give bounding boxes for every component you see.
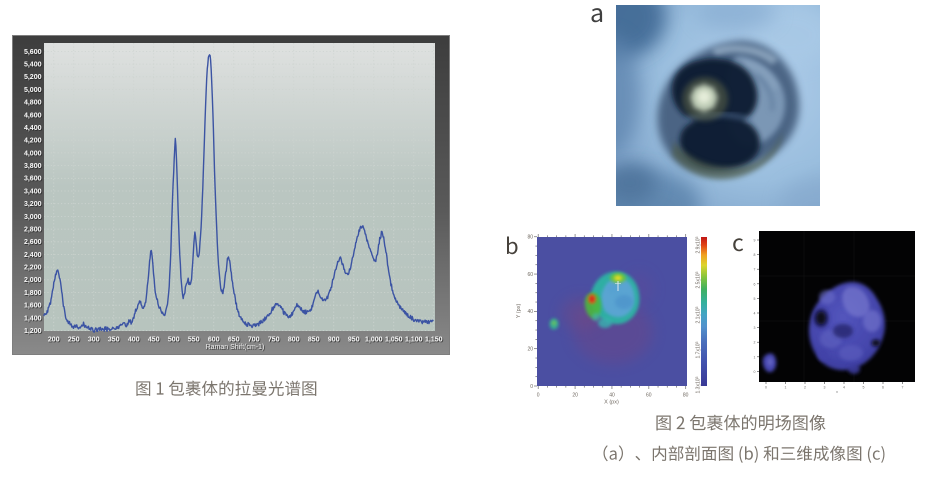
svg-text:300: 300 [88,337,100,344]
svg-text:600: 600 [208,337,220,344]
svg-text:2.9x105: 2.9x105 [695,236,702,253]
svg-text:X (px): X (px) [604,400,619,406]
svg-text:2.1x105: 2.1x105 [695,306,702,323]
svg-text:80: 80 [683,393,689,399]
svg-text:4,400: 4,400 [24,125,42,132]
svg-text:1.3x105: 1.3x105 [695,376,702,393]
svg-text:5,400: 5,400 [24,62,42,69]
svg-text:650: 650 [228,337,240,344]
svg-text:3,600: 3,600 [24,176,42,183]
svg-text:3,200: 3,200 [24,201,42,208]
svg-text:3: 3 [754,326,756,330]
svg-text:1,150: 1,150 [425,337,443,344]
svg-text:2,200: 2,200 [24,265,42,272]
svg-text:2,000: 2,000 [24,277,42,284]
svg-text:8: 8 [754,253,756,257]
svg-text:7: 7 [902,386,904,390]
svg-text:750: 750 [268,337,280,344]
svg-text:6: 6 [882,386,884,390]
svg-text:5,000: 5,000 [24,87,42,94]
svg-text:1.7x105: 1.7x105 [695,341,702,358]
svg-text:550: 550 [188,337,200,344]
svg-text:60: 60 [527,272,533,278]
svg-text:1,100: 1,100 [405,337,423,344]
svg-text:20: 20 [527,347,533,353]
svg-text:1: 1 [754,355,756,359]
svg-text:2: 2 [804,386,806,390]
svg-text:40: 40 [609,393,615,399]
svg-text:3,800: 3,800 [24,163,42,170]
svg-text:1: 1 [785,386,787,390]
svg-text:5: 5 [863,386,865,390]
svg-text:850: 850 [308,337,320,344]
svg-text:6: 6 [754,282,756,286]
svg-text:1,400: 1,400 [24,315,42,322]
svg-text:2,400: 2,400 [24,252,42,259]
svg-text:0: 0 [537,393,540,399]
svg-text:4,600: 4,600 [24,112,42,119]
svg-text:1,000: 1,000 [365,337,383,344]
svg-text:4,800: 4,800 [24,100,42,107]
svg-text:1,600: 1,600 [24,303,42,310]
svg-text:800: 800 [288,337,300,344]
svg-text:700: 700 [248,337,260,344]
svg-text:0: 0 [765,386,767,390]
svg-text:450: 450 [148,337,160,344]
svg-text:250: 250 [68,337,80,344]
svg-text:1,800: 1,800 [24,290,42,297]
svg-text:950: 950 [348,337,360,344]
svg-text:20: 20 [572,393,578,399]
svg-text:5,600: 5,600 [24,49,42,56]
svg-text:4,000: 4,000 [24,150,42,157]
svg-text:1,050: 1,050 [385,337,403,344]
svg-text:4: 4 [843,386,845,390]
svg-text:5,200: 5,200 [24,74,42,81]
svg-text:Y (px): Y (px) [516,304,522,319]
svg-text:9: 9 [754,239,756,243]
svg-text:Raman Shift(cm-1): Raman Shift(cm-1) [206,344,265,351]
svg-text:2,800: 2,800 [24,227,42,234]
svg-text:5: 5 [754,297,756,301]
svg-text:0: 0 [530,384,533,390]
svg-text:4,200: 4,200 [24,138,42,145]
svg-text:60: 60 [646,393,652,399]
svg-text:7: 7 [754,268,756,272]
svg-text:900: 900 [328,337,340,344]
svg-text:3,400: 3,400 [24,188,42,195]
svg-text:0: 0 [754,370,756,374]
svg-text:4: 4 [754,312,756,316]
svg-text:500: 500 [168,337,180,344]
svg-text:3: 3 [824,386,826,390]
svg-text:1,200: 1,200 [24,328,42,335]
svg-text:80: 80 [527,235,533,241]
svg-text:350: 350 [108,337,120,344]
svg-text:40: 40 [527,309,533,315]
svg-text:200: 200 [48,337,60,344]
svg-text:3,000: 3,000 [24,214,42,221]
svg-text:2.5x105: 2.5x105 [695,271,702,288]
svg-text:x: x [836,390,838,394]
svg-text:2: 2 [754,341,756,345]
svg-text:400: 400 [128,337,140,344]
svg-text:2,600: 2,600 [24,239,42,246]
